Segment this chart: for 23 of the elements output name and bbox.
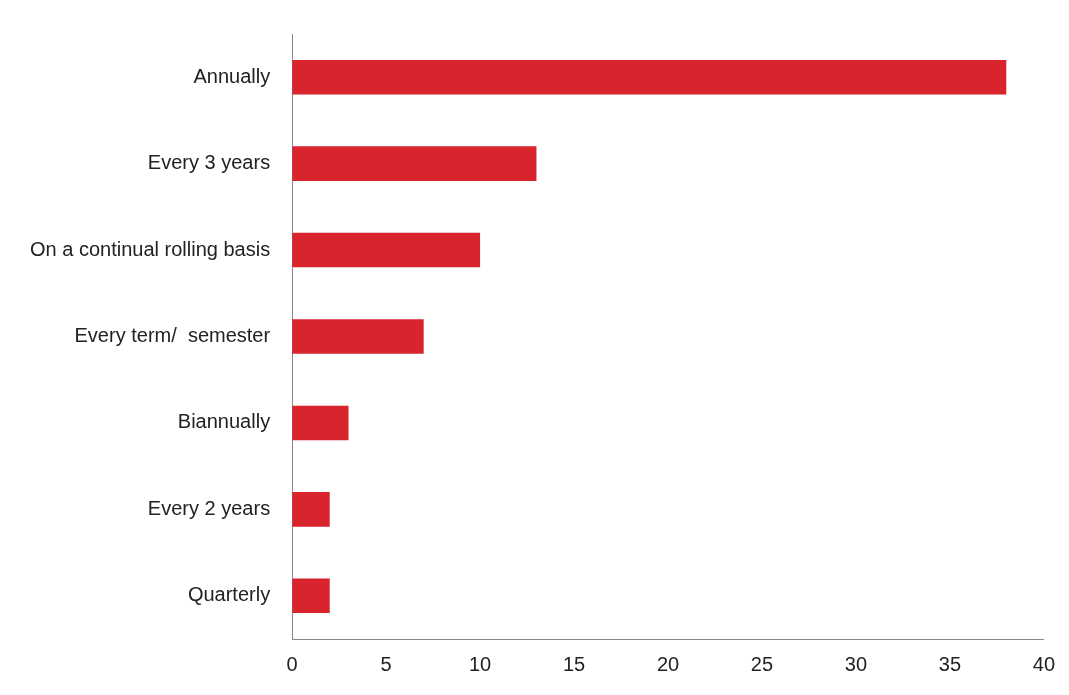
y-tick-label: Every 3 years (147, 151, 271, 174)
bar (292, 405, 349, 441)
x-tick-label: 0 (286, 652, 298, 675)
y-tick-label: Every term/ semester (74, 324, 271, 347)
bar (292, 59, 1007, 95)
x-tick-label: 35 (938, 652, 962, 675)
y-tick-label: Quarterly (187, 583, 271, 606)
bar (292, 319, 424, 354)
y-tick-label: Every 2 years (147, 496, 271, 519)
y-tick-label: Annually (193, 64, 271, 87)
bar (292, 578, 330, 614)
x-tick-label: 20 (656, 652, 680, 675)
y-tick-label: On a continual rolling basis (30, 237, 271, 260)
x-tick-label: 25 (750, 652, 774, 675)
x-tick-label: 30 (844, 652, 868, 675)
x-tick-label: 10 (468, 652, 492, 675)
x-tick-label: 15 (562, 652, 586, 675)
bar (292, 146, 537, 181)
y-tick-label: Biannually (177, 410, 271, 433)
bar (292, 232, 481, 268)
x-tick-label: 5 (380, 652, 392, 675)
bar (292, 492, 330, 527)
x-tick-label: 40 (1032, 652, 1055, 675)
